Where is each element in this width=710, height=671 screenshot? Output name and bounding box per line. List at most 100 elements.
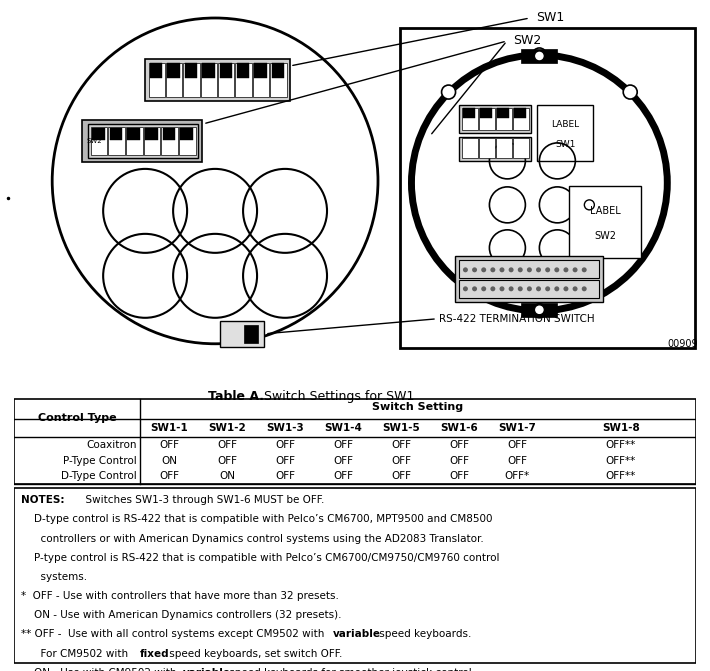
Circle shape (564, 267, 569, 272)
Bar (185, 63, 197, 78)
Circle shape (555, 267, 559, 272)
Text: OFF: OFF (333, 456, 353, 466)
Text: SW1-1: SW1-1 (151, 423, 188, 433)
Text: RS-422 TERMINATION SWITCH: RS-422 TERMINATION SWITCH (439, 314, 594, 324)
Bar (145, 59, 290, 101)
Text: OFF: OFF (333, 440, 353, 450)
Text: Switch Settings for SW1: Switch Settings for SW1 (256, 389, 415, 403)
Bar (244, 325, 258, 343)
Circle shape (584, 200, 594, 210)
Circle shape (499, 267, 505, 272)
Bar (110, 128, 123, 140)
Text: OFF: OFF (217, 456, 237, 466)
Text: Coaxitron: Coaxitron (87, 440, 137, 450)
Bar (168, 63, 180, 78)
Bar (161, 127, 178, 155)
Text: *  OFF - Use with controllers that have more than 32 presets.: * OFF - Use with controllers that have m… (21, 591, 339, 601)
Circle shape (532, 304, 547, 318)
Bar (459, 280, 599, 298)
Text: variable: variable (333, 629, 381, 639)
Bar (479, 108, 495, 130)
Circle shape (463, 267, 468, 272)
Text: OFF**: OFF** (606, 440, 636, 450)
Bar (272, 63, 284, 78)
Text: ON - Use with American Dynamics controllers (32 presets).: ON - Use with American Dynamics controll… (21, 610, 342, 620)
Text: P-Type Control: P-Type Control (63, 456, 137, 466)
Text: OFF: OFF (449, 471, 469, 481)
Text: SW2: SW2 (86, 138, 102, 144)
Text: OFF**: OFF** (606, 456, 636, 466)
Bar (459, 105, 531, 133)
Bar (143, 127, 160, 155)
Bar (513, 108, 529, 130)
Bar (515, 108, 526, 118)
Text: OFF: OFF (449, 440, 469, 450)
Text: For CM9502 with: For CM9502 with (21, 648, 131, 658)
Bar (88, 124, 198, 158)
Circle shape (545, 267, 550, 272)
Bar (128, 128, 140, 140)
Bar (236, 63, 252, 97)
Circle shape (535, 305, 545, 315)
Bar (521, 303, 557, 317)
Text: SW1-5: SW1-5 (382, 423, 420, 433)
Circle shape (508, 287, 513, 291)
Circle shape (536, 267, 541, 272)
Bar (183, 63, 200, 97)
Circle shape (518, 267, 523, 272)
Text: SW2: SW2 (594, 231, 616, 242)
Text: variable: variable (182, 668, 231, 671)
Bar (220, 321, 264, 347)
Bar (237, 63, 249, 78)
Circle shape (499, 287, 505, 291)
Bar (163, 128, 175, 140)
Bar (126, 127, 143, 155)
Bar (148, 63, 165, 97)
Circle shape (564, 287, 569, 291)
Circle shape (581, 287, 586, 291)
Bar (180, 128, 193, 140)
Bar (537, 105, 594, 161)
Bar (218, 63, 234, 97)
Circle shape (572, 287, 577, 291)
Text: SW1-3: SW1-3 (266, 423, 304, 433)
Circle shape (527, 287, 532, 291)
Text: fixed: fixed (139, 648, 169, 658)
Text: speed keyboards for smoother joystick control.: speed keyboards for smoother joystick co… (226, 668, 475, 671)
Bar (479, 138, 495, 158)
Text: OFF*: OFF* (504, 471, 530, 481)
Text: ON: ON (219, 471, 235, 481)
Bar (459, 137, 531, 161)
Bar (462, 138, 478, 158)
Text: SW2: SW2 (513, 34, 541, 48)
Text: OFF: OFF (391, 456, 411, 466)
Bar (271, 63, 287, 97)
Text: Switches SW1-3 through SW1-6 MUST be OFF.: Switches SW1-3 through SW1-6 MUST be OFF… (79, 495, 324, 505)
Bar (91, 127, 107, 155)
Text: LABEL: LABEL (551, 120, 579, 129)
Circle shape (536, 287, 541, 291)
Text: systems.: systems. (21, 572, 87, 582)
Bar (253, 63, 269, 97)
Bar (496, 108, 512, 130)
Circle shape (491, 287, 496, 291)
Text: OFF: OFF (333, 471, 353, 481)
Bar (481, 108, 493, 118)
Bar (202, 63, 214, 78)
Text: SW1-8: SW1-8 (602, 423, 640, 433)
Bar (521, 49, 557, 63)
Text: SW1: SW1 (555, 140, 576, 148)
Circle shape (442, 85, 456, 99)
Circle shape (545, 287, 550, 291)
Text: OFF: OFF (391, 471, 411, 481)
Text: speed keyboards, set switch OFF.: speed keyboards, set switch OFF. (166, 648, 343, 658)
Bar (14, 399, 696, 484)
Text: NOTES:: NOTES: (21, 495, 65, 505)
Circle shape (555, 287, 559, 291)
Text: Table A.: Table A. (209, 389, 264, 403)
Bar (109, 127, 125, 155)
Text: OFF: OFF (217, 440, 237, 450)
Bar (496, 138, 512, 158)
Bar (92, 128, 105, 140)
Bar (459, 260, 599, 278)
